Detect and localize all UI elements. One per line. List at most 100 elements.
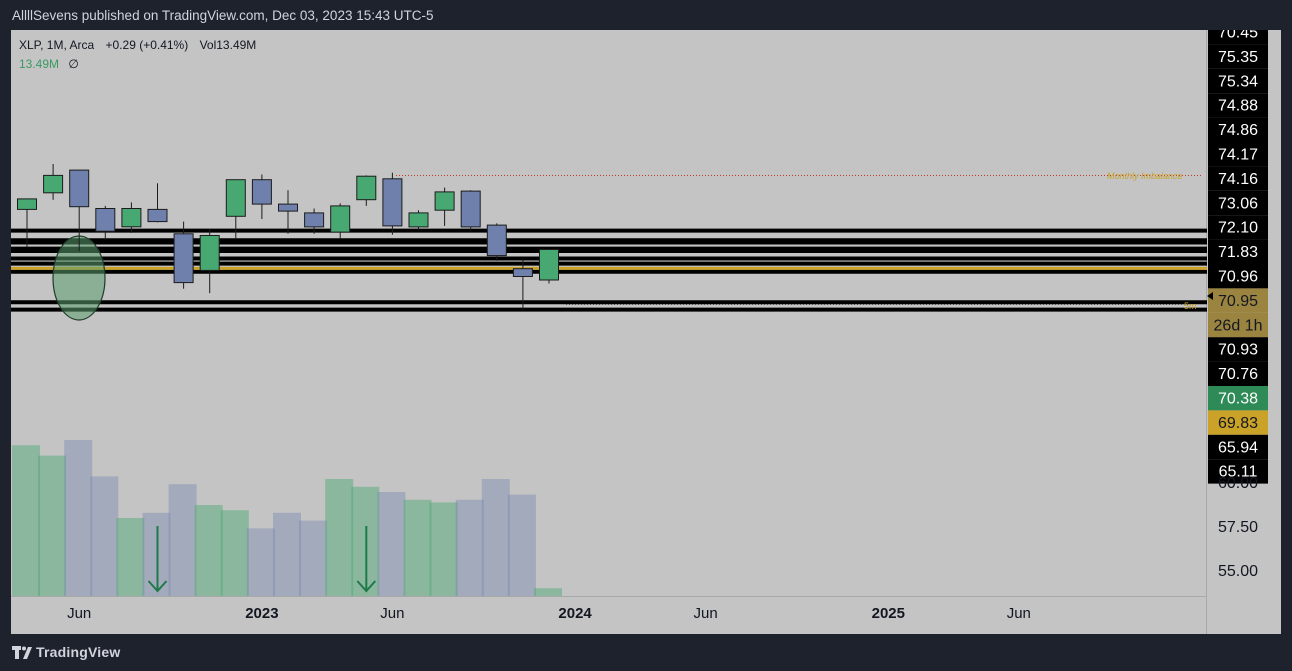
publish-line: AllllSevens published on TradingView.com… <box>12 8 434 23</box>
footer-brand: TradingView <box>36 644 121 660</box>
price-axis-label-box <box>1208 410 1268 435</box>
price-axis-label-box <box>1208 117 1268 142</box>
price-scale-label: 55.00 <box>1218 563 1258 580</box>
candle-body <box>539 249 559 281</box>
price-axis-label-box <box>1208 68 1268 94</box>
down-arrow-head-icon <box>356 580 377 593</box>
candle-body <box>330 205 351 233</box>
price-axis-label-box <box>1208 239 1268 264</box>
price-scale-label: 57.50 <box>1218 519 1258 536</box>
volume-bar <box>325 479 354 596</box>
candle-body <box>69 169 90 208</box>
price-axis-label: 70.76 <box>1218 366 1258 383</box>
price-axis-label: 71.83 <box>1218 244 1258 261</box>
volume-bar <box>38 455 67 596</box>
candle-body <box>95 208 116 232</box>
price-axis-label: 69.83 <box>1218 415 1258 432</box>
price-axis-label-box <box>1208 288 1268 313</box>
price-axis-label: 70.95 <box>1218 293 1258 310</box>
candle-body <box>356 175 377 201</box>
time-axis-label: Jun <box>694 605 718 622</box>
time-axis-label: Jun <box>67 605 91 622</box>
price-axis-label-box <box>1208 264 1268 289</box>
price-axis-label-box <box>1208 142 1268 167</box>
time-axis-label: 2023 <box>245 605 278 622</box>
volume-bar <box>403 499 432 596</box>
volume-bar <box>116 518 145 596</box>
candle-body <box>512 268 533 277</box>
price-axis-label-box <box>1208 386 1268 411</box>
price-axis-label-box <box>1208 166 1268 191</box>
legend-volume-value: 13.49M <box>19 57 59 71</box>
price-axis-label: 26d 1h <box>1214 317 1263 334</box>
legend-volume: Vol13.49M <box>200 38 257 52</box>
volume-bar <box>246 528 275 596</box>
time-axis-label: 2024 <box>558 605 592 622</box>
chart[interactable]: Monthly Imbalance 5m XLP, 1M, Arca +0.29… <box>11 30 1281 634</box>
price-axis-label: 70.93 <box>1218 342 1258 359</box>
price-axis-label-box <box>1208 337 1268 362</box>
price-axis-label-box <box>1208 434 1268 460</box>
volume-bar <box>507 494 536 596</box>
price-axis-label: 65.11 <box>1219 464 1258 481</box>
time-axis[interactable]: Jun 2023 Jun 2024 Jun 2025 Jun <box>67 605 1031 622</box>
candle-body <box>486 224 507 257</box>
chart-background <box>11 30 1281 634</box>
legend-symbol: XLP, 1M, Arca <box>19 38 94 52</box>
price-axis-label-box <box>1208 215 1268 240</box>
volume-bar <box>455 499 484 596</box>
candle-body <box>278 203 298 212</box>
candle-body <box>408 212 429 228</box>
candle-body <box>434 191 455 211</box>
price-axis-label-box <box>1208 44 1268 69</box>
legend-volume-icon: ∅ <box>68 57 78 71</box>
volume-bar <box>194 505 223 596</box>
last-price-pointer-icon <box>1207 292 1213 300</box>
price-axis-label: 75.34 <box>1218 73 1258 90</box>
price-axis-label: 65.94 <box>1218 439 1258 456</box>
candle-body <box>147 208 168 223</box>
price-axis-label: 74.17 <box>1218 147 1258 164</box>
candle-body <box>43 174 64 194</box>
volume-bar <box>12 445 40 596</box>
candle-body <box>199 235 220 271</box>
price-axis-label: 70.45 <box>1218 30 1258 42</box>
candle-body <box>225 179 246 217</box>
price-axis-label: 72.10 <box>1218 220 1258 237</box>
time-axis-label: Jun <box>1007 605 1031 622</box>
volume-bars <box>12 440 562 596</box>
candle-body <box>251 179 272 205</box>
volume-bar <box>429 502 458 596</box>
price-axis-label: 75.35 <box>1218 49 1258 66</box>
footer: TradingView <box>0 636 1292 671</box>
price-axis-label-box <box>1208 93 1268 118</box>
arrow-markers <box>147 526 377 593</box>
time-axis-label: Jun <box>380 605 404 622</box>
volume-bar <box>90 476 119 596</box>
volume-bar <box>299 520 328 596</box>
volume-bar <box>64 440 93 596</box>
volume-bar <box>220 510 249 596</box>
price-axis-label: 74.86 <box>1218 122 1258 139</box>
monthly-imbalance-label: Monthly Imbalance <box>1107 171 1183 181</box>
price-axis-label-box <box>1208 459 1268 484</box>
time-axis-label: 2025 <box>872 605 905 622</box>
legend: XLP, 1M, Arca +0.29 (+0.41%) Vol13.49M 1… <box>19 38 256 71</box>
price-axis-label: 73.06 <box>1218 195 1258 212</box>
price-axis-label: 74.88 <box>1218 98 1258 115</box>
price-axis-label-box <box>1208 312 1268 338</box>
price-axis-label-box <box>1208 190 1268 216</box>
svg-text:13.49M ∅: 13.49M ∅ <box>19 57 79 71</box>
volume-bar <box>273 512 301 596</box>
candle-body <box>382 178 403 227</box>
price-axis-label: 70.96 <box>1218 269 1258 286</box>
svg-text:XLP, 1M, Arca +0.29 (+0.: XLP, 1M, Arca +0.29 (+0.41%) Vol13.49M <box>19 38 256 52</box>
candle-body <box>173 233 194 284</box>
price-axis-label-box <box>1208 30 1268 45</box>
down-arrow-head-icon <box>147 580 168 593</box>
price-axis[interactable]: 70.45 75.35 75.34 74.88 74.86 74.17 74.16 73.06… <box>1207 30 1268 580</box>
candles <box>17 164 559 310</box>
tradingview-logo-icon <box>12 646 32 659</box>
price-axis-label-box <box>1208 361 1268 386</box>
candle-body <box>121 208 142 228</box>
